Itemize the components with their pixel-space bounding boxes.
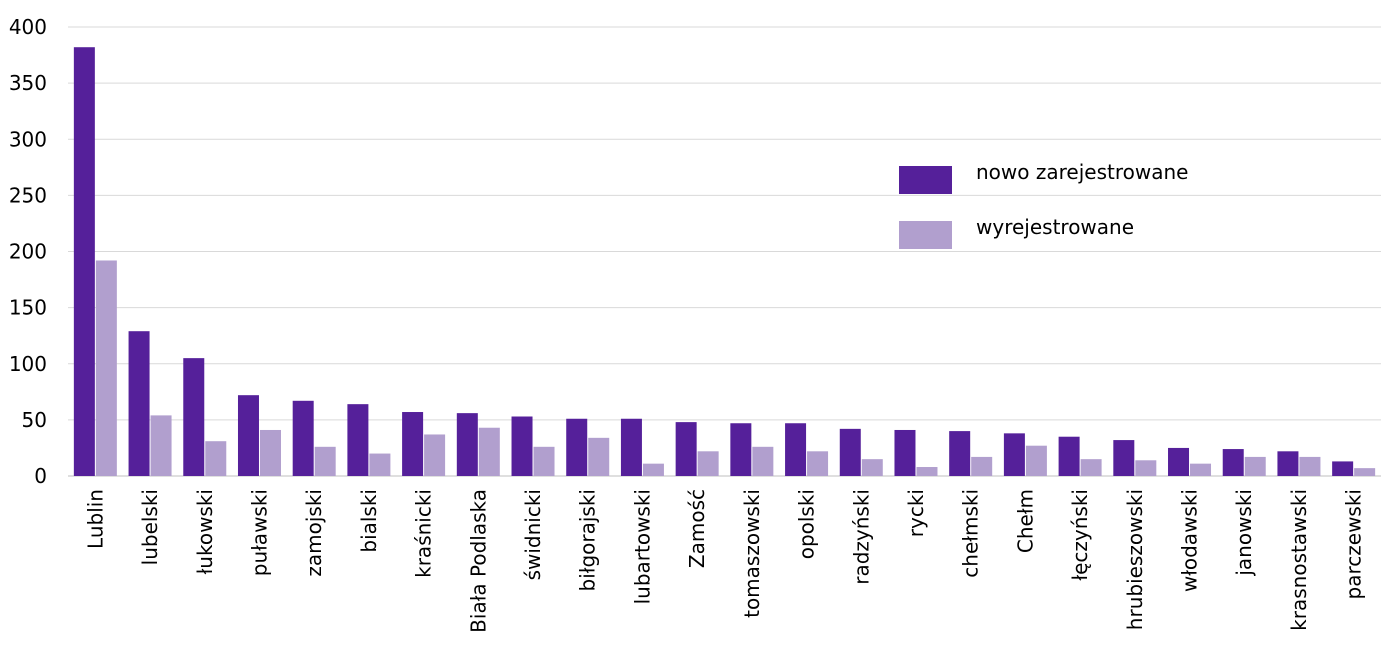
- bar-wyrejestrowane: [150, 415, 172, 476]
- bar-wyrejestrowane: [971, 456, 993, 476]
- bar-nowo-zarejestrowane: [73, 47, 95, 476]
- x-category-label: janowski: [1232, 489, 1256, 577]
- bar-wyrejestrowane: [916, 467, 938, 476]
- bar-wyrejestrowane: [1244, 456, 1266, 476]
- bar-wyrejestrowane: [1135, 460, 1157, 476]
- bar-wyrejestrowane: [807, 451, 829, 476]
- bar-nowo-zarejestrowane: [1003, 433, 1025, 476]
- x-category-label: opolski: [795, 489, 819, 559]
- x-category-label: Chełm: [1013, 489, 1037, 553]
- bar-nowo-zarejestrowane: [237, 395, 259, 476]
- x-axis: Lublin lubelski łukowski puławski zamojski bi…: [83, 489, 1365, 633]
- bars: [73, 47, 1376, 476]
- bar-nowo-zarejestrowane: [566, 418, 588, 476]
- x-category-label: bialski: [357, 489, 381, 553]
- bar-wyrejestrowane: [642, 463, 664, 476]
- bar-nowo-zarejestrowane: [730, 423, 752, 476]
- bar-nowo-zarejestrowane: [620, 418, 642, 476]
- gridlines: [68, 26, 1381, 477]
- bar-wyrejestrowane: [1190, 463, 1212, 476]
- x-category-label: łukowski: [193, 489, 217, 574]
- y-tick-label: 50: [22, 408, 47, 432]
- bar-nowo-zarejestrowane: [1332, 461, 1354, 476]
- bar-wyrejestrowane: [95, 260, 117, 476]
- bar-nowo-zarejestrowane: [511, 416, 533, 476]
- bar-nowo-zarejestrowane: [402, 412, 424, 476]
- x-category-label: Biała Podlaska: [466, 489, 490, 633]
- x-category-label: radzyński: [849, 489, 873, 585]
- bar-nowo-zarejestrowane: [1222, 449, 1244, 476]
- y-tick-label: 300: [9, 127, 47, 151]
- bar-nowo-zarejestrowane: [1277, 451, 1299, 476]
- y-tick-label: 150: [9, 296, 47, 320]
- legend: nowo zarejestrowane wyrejestrowane: [899, 160, 1188, 249]
- x-category-label: hrubieszowski: [1123, 489, 1147, 630]
- y-tick-label: 100: [9, 352, 47, 376]
- bar-nowo-zarejestrowane: [456, 413, 478, 476]
- bar-nowo-zarejestrowane: [675, 422, 697, 476]
- bar-nowo-zarejestrowane: [183, 358, 205, 476]
- x-category-label: rycki: [904, 489, 928, 537]
- bar-wyrejestrowane: [1299, 456, 1321, 476]
- bar-nowo-zarejestrowane: [785, 423, 807, 476]
- legend-label: nowo zarejestrowane: [976, 160, 1188, 184]
- y-tick-label: 400: [9, 15, 47, 39]
- bar-nowo-zarejestrowane: [1058, 436, 1080, 476]
- bar-wyrejestrowane: [533, 446, 555, 476]
- x-category-label: kraśnicki: [412, 489, 436, 578]
- y-tick-label: 350: [9, 71, 47, 95]
- bar-wyrejestrowane: [478, 427, 500, 476]
- bar-nowo-zarejestrowane: [839, 428, 861, 476]
- x-category-label: łęczyński: [1068, 489, 1092, 581]
- bar-nowo-zarejestrowane: [1168, 447, 1190, 476]
- x-category-label: zamojski: [302, 489, 326, 577]
- bar-wyrejestrowane: [588, 437, 610, 476]
- bar-nowo-zarejestrowane: [347, 404, 369, 476]
- bar-wyrejestrowane: [697, 451, 719, 476]
- x-category-label: biłgorajski: [576, 489, 600, 591]
- legend-label: wyrejestrowane: [976, 215, 1134, 239]
- x-category-label: lubelski: [138, 489, 162, 565]
- bar-nowo-zarejestrowane: [128, 331, 150, 476]
- bar-wyrejestrowane: [861, 459, 883, 476]
- x-category-label: Zamość: [685, 489, 709, 568]
- bar-nowo-zarejestrowane: [1113, 440, 1135, 476]
- y-tick-label: 0: [34, 464, 47, 488]
- bar-wyrejestrowane: [752, 446, 774, 476]
- x-category-label: puławski: [247, 489, 271, 576]
- x-category-label: krasnostawski: [1287, 489, 1311, 631]
- bar-wyrejestrowane: [205, 441, 227, 476]
- legend-swatch-wyrejestrowane: [899, 221, 952, 249]
- bar-nowo-zarejestrowane: [894, 429, 916, 476]
- x-category-label: Lublin: [83, 489, 107, 549]
- bar-wyrejestrowane: [259, 429, 281, 476]
- legend-swatch-nowo-zarejestrowane: [899, 166, 952, 194]
- bar-wyrejestrowane: [424, 434, 446, 476]
- x-category-label: włodawski: [1178, 489, 1202, 592]
- bar-nowo-zarejestrowane: [292, 400, 314, 476]
- x-category-label: parczewski: [1342, 489, 1366, 599]
- x-category-label: lubartowski: [630, 489, 654, 604]
- bar-wyrejestrowane: [1354, 468, 1376, 476]
- bar-wyrejestrowane: [1025, 445, 1047, 476]
- bar-wyrejestrowane: [369, 453, 391, 476]
- x-category-label: chełmski: [959, 489, 983, 578]
- y-tick-label: 250: [9, 183, 47, 207]
- bar-wyrejestrowane: [1080, 459, 1102, 476]
- bar-wyrejestrowane: [314, 446, 336, 476]
- x-category-label: tomaszowski: [740, 489, 764, 618]
- y-axis: 0 50 100 150 200 250 300 350 400: [9, 15, 47, 488]
- bar-nowo-zarejestrowane: [949, 431, 971, 476]
- x-category-label: świdnicki: [521, 489, 545, 580]
- y-tick-label: 200: [9, 240, 47, 264]
